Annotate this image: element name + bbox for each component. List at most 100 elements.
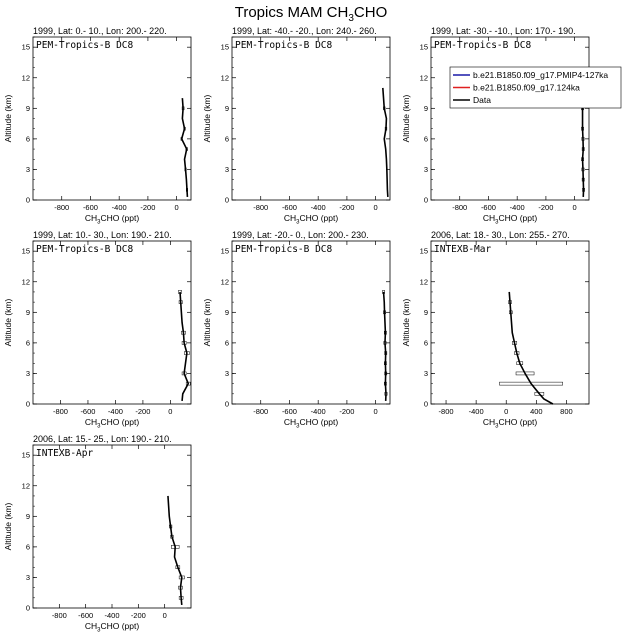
x-tick-label: -400 [510,203,525,212]
campaign-label: PEM-Tropics-B DC8 [235,244,333,255]
x-tick-label: 0 [374,407,378,416]
y-axis-label: Altitude (km) [3,298,13,346]
panel-header: 2006, Lat: 15.- 25., Lon: 190.- 210. [33,434,172,444]
plot-frame [430,36,590,201]
panel-header: 1999, Lat: 10.- 30., Lon: 190.- 210. [33,230,172,240]
y-tick-label: 15 [420,247,428,256]
campaign-label: INTEXB-Apr [36,448,93,459]
x-tick-label: -800 [53,407,68,416]
y-tick-label: 15 [420,43,428,52]
y-tick-label: 6 [26,338,30,347]
y-tick-label: 15 [22,247,30,256]
y-tick-label: 12 [22,481,30,490]
y-tick-label: 12 [221,73,229,82]
campaign-label: PEM-Tropics-B DC8 [36,40,134,51]
plot-frame [32,444,192,609]
y-tick-label: 15 [22,451,30,460]
x-tick-label: -800 [54,203,69,212]
legend-entry-label: Data [473,95,491,105]
y-tick-label: 9 [424,308,428,317]
y-tick-label: 12 [22,73,30,82]
data-profile-line [179,291,190,402]
figure-title: Tropics MAM CH3CHO [235,4,388,24]
x-tick-label: -600 [282,203,297,212]
y-tick-label: 9 [26,512,30,521]
x-tick-label: -400 [469,407,484,416]
x-tick-label: -400 [112,203,127,212]
x-axis-label: CH3CHO (ppt) [85,417,140,430]
y-axis-label: Altitude (km) [3,502,13,550]
plot-frame [32,36,192,201]
panel-4: 1999, Lat: 10.- 30., Lon: 190.- 210. PEM-… [3,230,192,430]
panel-2: 1999, Lat: -40.- -20., Lon: 240.- 260. PE… [202,26,391,226]
y-axis-label: Altitude (km) [202,94,212,142]
y-tick-label: 9 [424,104,428,113]
y-tick-label: 12 [22,277,30,286]
y-tick-label: 0 [424,196,428,205]
x-tick-label: -600 [282,407,297,416]
x-tick-label: 0 [374,203,378,212]
legend-box [449,66,622,109]
y-tick-label: 0 [26,604,30,613]
panel-5: 1999, Lat: -20.- 0., Lon: 200.- 230. PEM-… [202,230,391,430]
x-tick-label: 0 [175,203,179,212]
y-tick-label: 0 [225,400,229,409]
y-axis-label: Altitude (km) [3,94,13,142]
x-tick-label: -800 [253,407,268,416]
y-tick-label: 3 [225,165,229,174]
x-tick-label: -200 [135,407,150,416]
x-tick-label: -600 [83,203,98,212]
data-profile-line [382,87,389,197]
campaign-label: PEM-Tropics-B DC8 [36,244,134,255]
x-tick-label: 400 [530,407,543,416]
x-tick-label: -200 [538,203,553,212]
y-axis-label: Altitude (km) [401,298,411,346]
y-tick-label: 12 [420,277,428,286]
x-tick-label: 0 [168,407,172,416]
y-tick-label: 3 [26,369,30,378]
x-axis-label: CH3CHO (ppt) [483,417,538,430]
panel-header: 1999, Lat: -20.- 0., Lon: 200.- 230. [232,230,369,240]
panel-1: 1999, Lat: 0.- 10., Lon: 200.- 220. PEM-T… [3,26,192,226]
x-tick-label: 800 [560,407,573,416]
x-tick-label: -400 [311,407,326,416]
x-tick-label: -200 [131,611,146,620]
y-axis-label: Altitude (km) [401,94,411,142]
y-tick-label: 3 [424,369,428,378]
y-tick-label: 0 [225,196,229,205]
y-tick-label: 0 [26,400,30,409]
panel-header: 1999, Lat: -30.- -10., Lon: 170.- 190. [431,26,576,36]
panel-header: 1999, Lat: -40.- -20., Lon: 240.- 260. [232,26,377,36]
y-tick-label: 3 [26,573,30,582]
y-tick-label: 15 [22,43,30,52]
error-bar [534,392,545,396]
x-tick-label: -200 [339,407,354,416]
y-tick-label: 6 [424,338,428,347]
y-tick-label: 3 [424,165,428,174]
x-tick-label: -200 [140,203,155,212]
y-tick-label: 9 [26,104,30,113]
y-tick-label: 9 [225,104,229,113]
x-tick-label: -800 [439,407,454,416]
panel-3: 1999, Lat: -30.- -10., Lon: 170.- 190. PE… [401,26,590,226]
y-tick-label: 6 [26,134,30,143]
campaign-label: INTEXB-Mar [434,244,491,255]
campaign-label: PEM-Tropics-B DC8 [434,40,532,51]
x-tick-label: -400 [108,407,123,416]
x-tick-label: -400 [311,203,326,212]
plot-frame [430,240,590,405]
y-tick-label: 0 [26,196,30,205]
y-tick-label: 3 [225,369,229,378]
y-axis-label: Altitude (km) [202,298,212,346]
y-tick-label: 9 [225,308,229,317]
x-tick-label: 0 [163,611,167,620]
x-axis-label: CH3CHO (ppt) [284,417,339,430]
legend-entry-label: b.e21.B1850.f09_g17.124ka [473,83,580,93]
x-tick-label: -800 [452,203,467,212]
x-tick-label: -400 [104,611,119,620]
panel-header: 1999, Lat: 0.- 10., Lon: 200.- 220. [33,26,167,36]
y-tick-label: 12 [420,73,428,82]
x-tick-label: 0 [573,203,577,212]
x-axis-label: CH3CHO (ppt) [85,621,140,634]
